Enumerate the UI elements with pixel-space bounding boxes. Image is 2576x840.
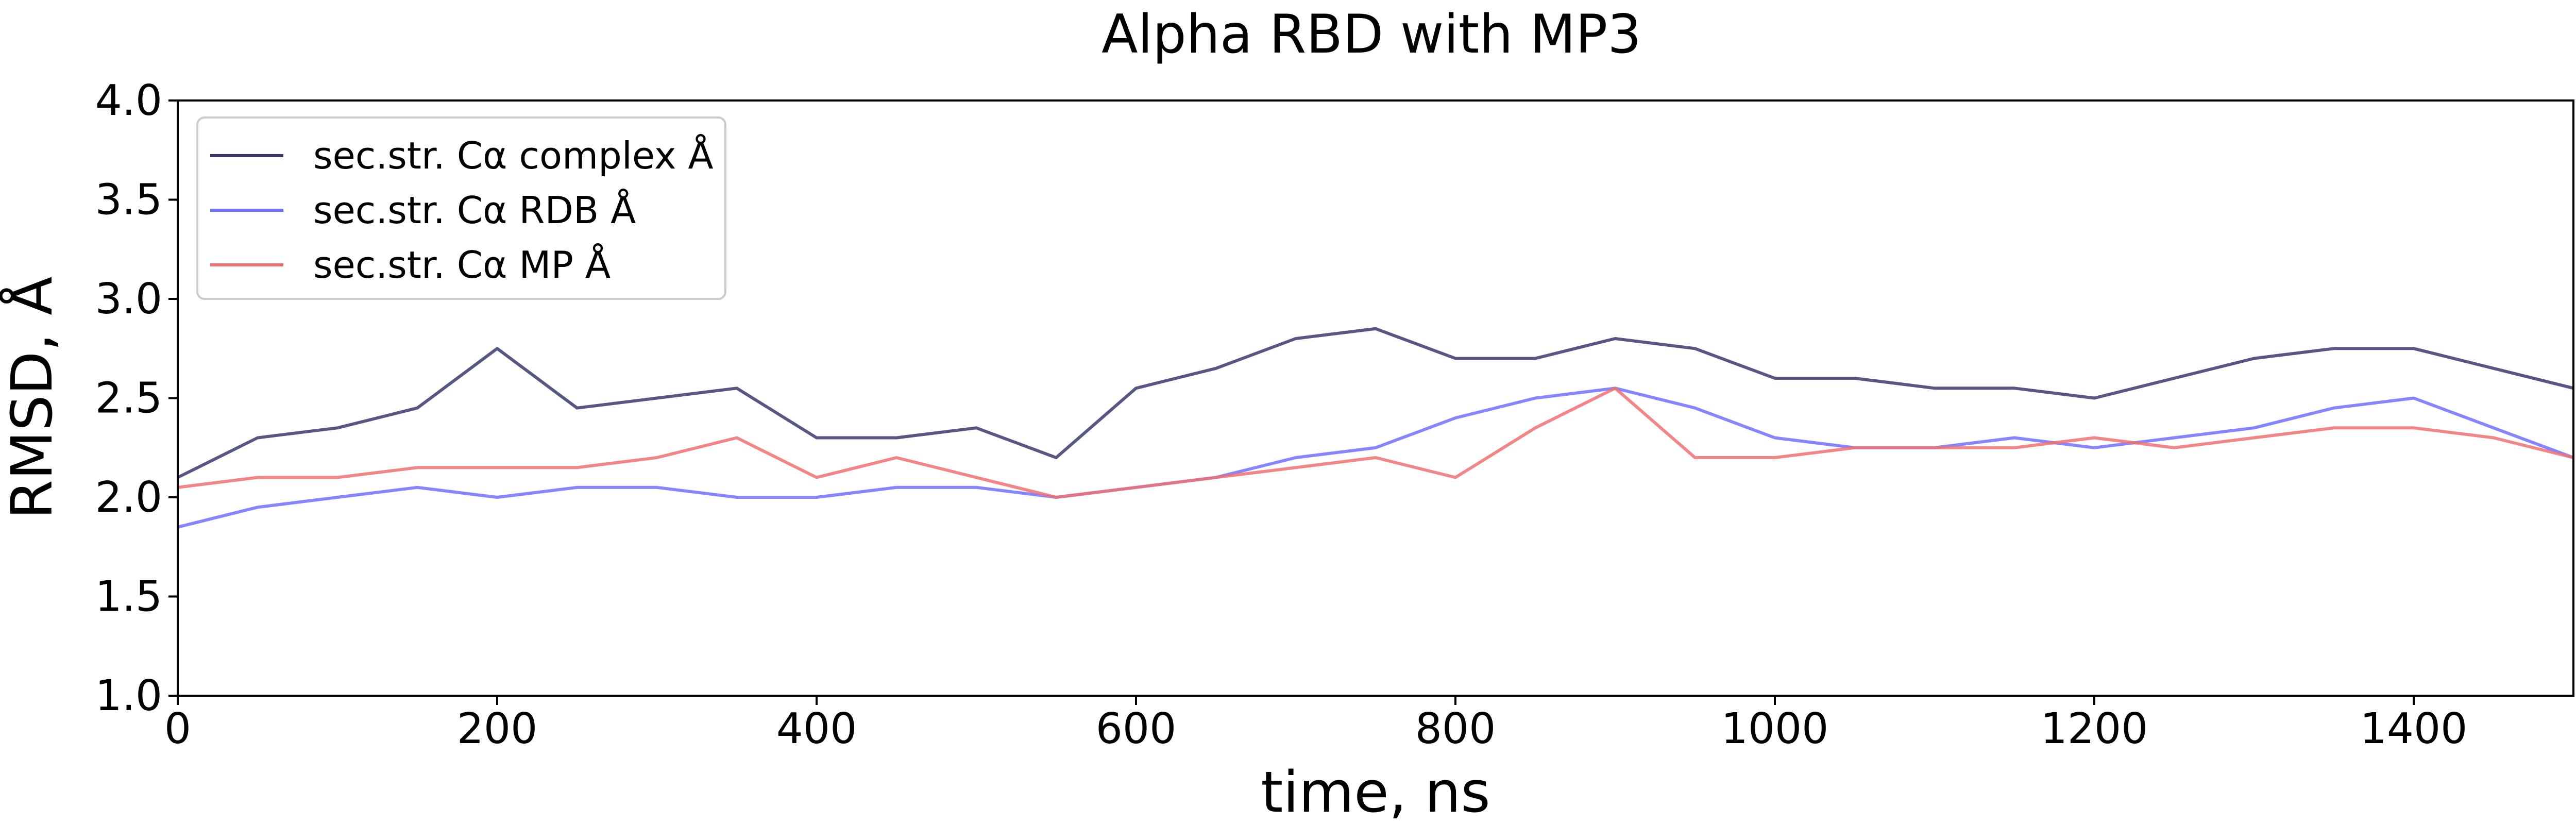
y-tick-label: 4.0 — [95, 76, 162, 125]
series-line-1 — [177, 327, 2574, 479]
x-tick-label: 600 — [1096, 704, 1177, 753]
legend-label: sec.str. Cα complex Å — [313, 134, 714, 177]
y-axis-label: RMSD, Å — [0, 276, 65, 519]
series-line-3 — [177, 387, 2574, 499]
series-layer — [177, 327, 2574, 529]
x-tick-label: 1200 — [2041, 704, 2148, 753]
y-axis-ticks: 1.0 1.5 2.0 2.5 3.0 3.5 4.0 — [95, 76, 178, 720]
chart-title: Alpha RBD with MP3 — [1101, 4, 1641, 65]
y-tick-label: 3.0 — [95, 275, 162, 324]
x-axis-label: time, ns — [1261, 759, 1490, 825]
x-tick-label: 1000 — [1721, 704, 1829, 753]
x-tick-label: 800 — [1415, 704, 1496, 753]
legend: sec.str. Cα complex Å sec.str. Cα RDB Å se… — [196, 116, 726, 300]
y-tick-label: 1.0 — [95, 671, 162, 720]
x-tick-label: 1400 — [2360, 704, 2468, 753]
x-tick-label: 400 — [776, 704, 857, 753]
y-tick-label: 2.0 — [95, 473, 162, 522]
x-tick-label: 200 — [457, 704, 538, 753]
legend-label: sec.str. Cα MP Å — [313, 243, 611, 287]
y-tick-label: 2.5 — [95, 374, 162, 423]
x-tick-label: 0 — [164, 704, 191, 753]
y-tick-label: 3.5 — [95, 176, 162, 225]
legend-frame — [196, 116, 726, 300]
legend-label: sec.str. Cα RDB Å — [313, 189, 636, 232]
series-line-2 — [177, 387, 2574, 529]
x-axis-ticks: 0 200 400 600 800 1000 1200 1400 — [164, 696, 2467, 753]
y-tick-label: 1.5 — [95, 573, 162, 621]
